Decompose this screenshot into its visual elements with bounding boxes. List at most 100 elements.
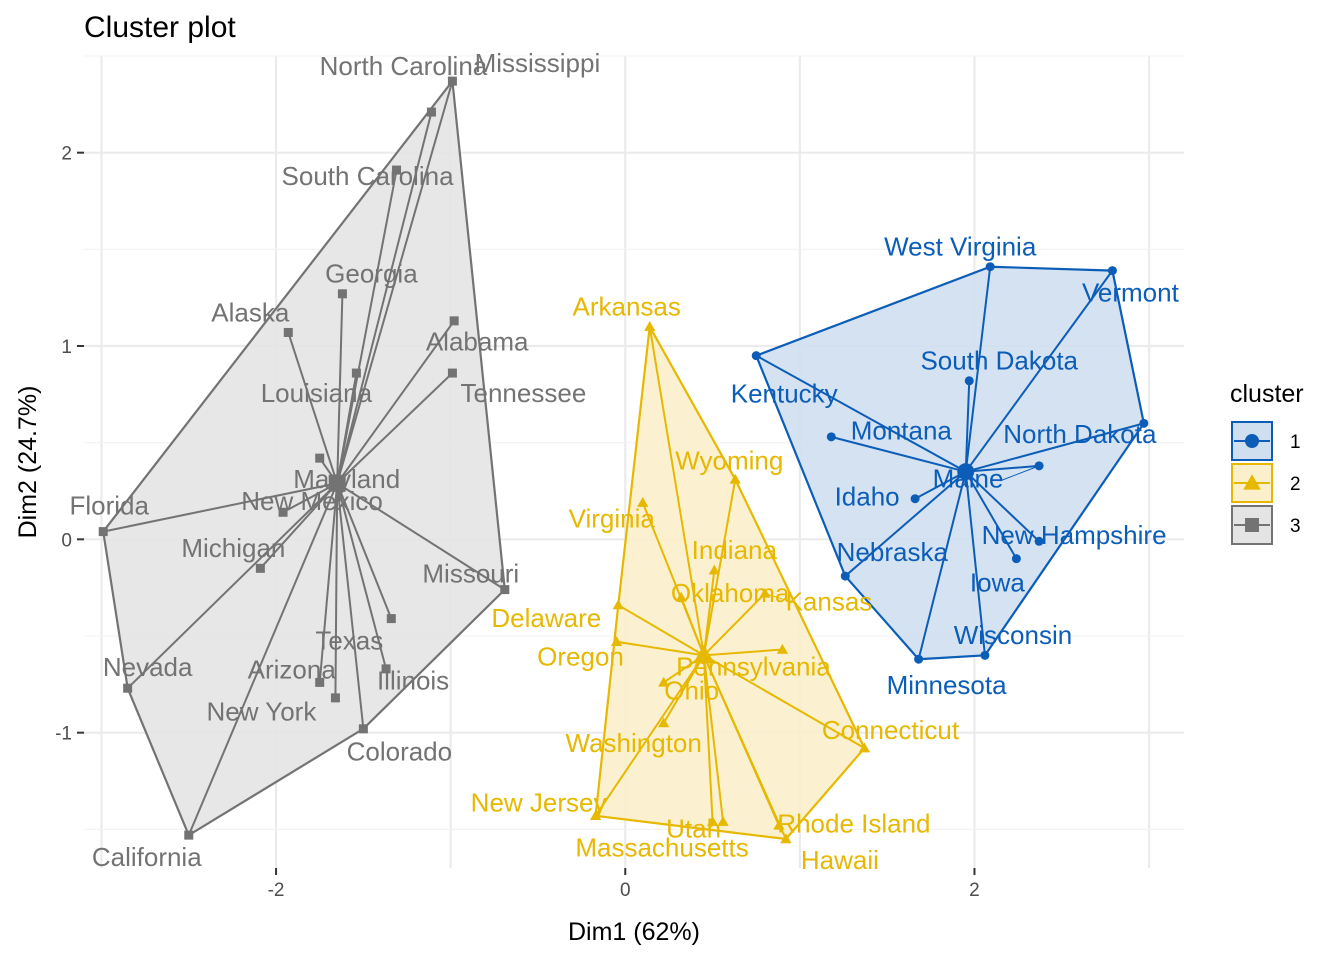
cluster-1-spoke [965, 470, 1040, 542]
point-label: Washington [566, 728, 702, 758]
point-label: Utah [666, 813, 721, 843]
point-label: West Virginia [884, 232, 1037, 262]
data-point [386, 614, 396, 624]
point-label: Pennsylvania [676, 651, 831, 681]
point-label: Hawaii [801, 845, 879, 875]
cluster-3-spoke [282, 482, 338, 514]
point-label: Massachusetts [575, 832, 748, 862]
data-point [717, 815, 729, 826]
data-point [675, 591, 687, 602]
cluster-3-spoke [336, 80, 454, 484]
cluster-2-spoke [594, 654, 705, 817]
data-point [637, 496, 649, 507]
point-label: Alaska [211, 297, 290, 327]
legend-key-1-marker [1245, 434, 1259, 448]
cluster-1-spoke [844, 470, 967, 577]
point-label: Wyoming [675, 445, 783, 475]
point-label: Montana [851, 416, 953, 446]
data-point [255, 563, 265, 573]
cluster-3-spoke [259, 482, 338, 570]
label-leader-line [999, 465, 1040, 482]
data-point [612, 599, 624, 610]
cluster-2-spoke [680, 596, 705, 656]
cluster-1-spoke [831, 435, 966, 473]
data-point [773, 819, 785, 830]
data-point [278, 507, 288, 517]
data-point [980, 650, 990, 660]
cluster-1-spoke [964, 266, 992, 472]
cluster-2-center [693, 644, 715, 664]
point-label: Nevada [103, 652, 193, 682]
cluster-1-spoke [917, 471, 967, 660]
point-label: Alabama [426, 327, 529, 357]
point-label: Delaware [491, 603, 601, 633]
point-label: Arizona [248, 654, 337, 684]
cluster-1-spoke [964, 471, 1018, 560]
cluster-3-spoke [334, 483, 339, 698]
cluster-1-spoke [914, 470, 967, 500]
point-label: Nebraska [837, 537, 949, 567]
y-tick-label: 2 [61, 144, 72, 165]
point-label: Georgia [325, 259, 418, 289]
cluster-3-spoke [336, 483, 365, 729]
data-point [729, 473, 741, 484]
data-point [914, 654, 924, 664]
point-label: Kansas [786, 586, 873, 616]
point-label: New Mexico [241, 486, 383, 516]
data-point [337, 289, 347, 299]
point-label: Idaho [835, 482, 900, 512]
data-point [283, 327, 293, 337]
point-label: New Hampshire [982, 520, 1167, 550]
data-point [351, 368, 361, 378]
point-label: Virginia [569, 503, 656, 533]
data-point [358, 724, 368, 734]
data-point [780, 833, 792, 844]
legend-key-1-label: 1 [1290, 432, 1301, 453]
data-point [589, 810, 602, 821]
data-point [447, 368, 457, 378]
point-label: Minnesota [887, 670, 1007, 700]
cluster-1-spoke [964, 380, 971, 472]
data-point [776, 643, 789, 654]
x-tick-label: -2 [268, 880, 285, 901]
y-tick-label: 0 [61, 530, 72, 551]
cluster-3-spoke [336, 482, 393, 619]
point-label: Texas [315, 625, 383, 655]
point-label: Michigan [181, 533, 285, 563]
data-point [500, 585, 510, 595]
cluster-3-spoke [336, 320, 455, 484]
cluster-3-spoke [287, 332, 339, 484]
cluster-3-center [328, 474, 346, 492]
point-label: South Carolina [282, 161, 455, 191]
point-label: Mississippi [475, 48, 601, 78]
point-label: Kentucky [731, 379, 838, 409]
cluster-2-spoke [702, 655, 725, 822]
data-point [381, 664, 391, 674]
point-label: Iowa [970, 568, 1025, 598]
cluster-1-spoke [965, 422, 1145, 473]
legend-key-3-label: 3 [1290, 516, 1301, 537]
page-title: Cluster plot [84, 11, 236, 44]
data-point [315, 453, 325, 463]
data-point [658, 676, 670, 687]
point-label: Oregon [537, 642, 624, 672]
point-label: North Carolina [320, 51, 488, 81]
x-axis-label: Dim1 (62%) [568, 918, 700, 946]
cluster-3-spoke [187, 482, 339, 836]
cluster-1-spoke [964, 270, 1114, 473]
data-point [449, 316, 459, 326]
cluster-2-spoke [702, 570, 716, 656]
data-point [447, 76, 457, 86]
data-point [610, 636, 623, 647]
data-point [330, 693, 340, 703]
point-label: Vermont [1082, 277, 1180, 307]
data-point [123, 683, 133, 693]
cluster-1-spoke [755, 354, 967, 473]
cluster-1-spoke [965, 464, 1040, 473]
data-point [858, 742, 871, 753]
cluster-3-spoke [336, 293, 344, 484]
y-axis-label: Dim2 (24.7%) [14, 386, 42, 539]
y-tick-label: -1 [55, 724, 72, 745]
x-tick-label: 2 [969, 880, 980, 901]
